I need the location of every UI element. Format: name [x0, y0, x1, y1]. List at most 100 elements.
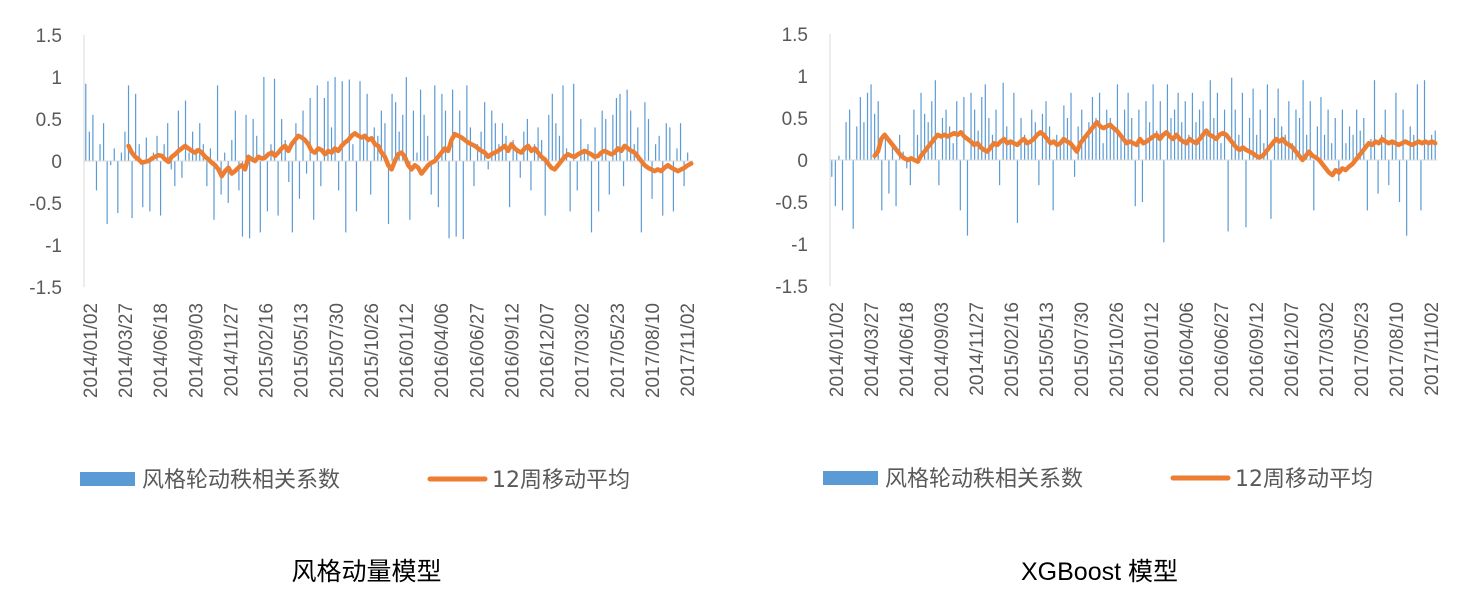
legend: 风格轮动秩相关系数 12周移动平均	[823, 467, 1373, 492]
bar	[1348, 126, 1351, 160]
bar	[941, 118, 944, 160]
bar	[1388, 160, 1390, 186]
bar	[1327, 109, 1329, 160]
bar	[601, 110, 603, 161]
bar	[1373, 80, 1376, 160]
bar	[622, 161, 625, 187]
bar	[1241, 92, 1244, 160]
bar	[345, 161, 347, 233]
bar	[530, 161, 532, 191]
bar	[834, 160, 836, 207]
bar	[224, 152, 226, 161]
bar	[619, 93, 621, 161]
y-tick-label: -0.5	[29, 194, 62, 215]
bar	[909, 160, 911, 186]
bar	[924, 113, 926, 160]
x-tick-label: 2017/03/02	[1317, 302, 1338, 397]
bar	[462, 161, 464, 240]
bar	[1266, 84, 1268, 160]
bar	[683, 161, 685, 187]
chart-panel-left: 1.5 1 0.5 0 -0.5 -1 -1.5 2014/01/02 2014/03/27 20…	[0, 0, 733, 603]
bar	[277, 161, 279, 216]
bar	[252, 119, 254, 161]
legend-swatch-bar	[823, 471, 878, 485]
bar	[476, 144, 479, 161]
bar	[949, 126, 951, 160]
bar	[1352, 134, 1354, 160]
bar	[516, 148, 518, 161]
bar	[1431, 134, 1433, 160]
bar	[1152, 84, 1154, 160]
bar	[273, 78, 276, 161]
bar	[102, 123, 105, 161]
bar	[501, 123, 504, 161]
bar	[1113, 130, 1115, 160]
bar	[1073, 160, 1076, 177]
bar	[1252, 88, 1254, 160]
bar	[916, 134, 919, 160]
bar	[473, 161, 475, 187]
bar	[1141, 160, 1144, 202]
bar	[1041, 113, 1044, 160]
bar	[352, 144, 354, 161]
bar	[384, 123, 386, 161]
bar	[1309, 101, 1311, 160]
bar	[245, 114, 247, 161]
bar	[845, 122, 847, 160]
bar	[323, 98, 325, 161]
bar	[249, 161, 251, 239]
bar	[305, 161, 308, 174]
x-tick-label: 2016/04/06	[1177, 302, 1198, 397]
chart-caption: XGBoost 模型	[1021, 558, 1178, 586]
bar	[1016, 160, 1019, 223]
bar	[298, 161, 301, 199]
x-tick-label: 2016/12/07	[538, 303, 559, 398]
x-tick-label: 2014/09/03	[932, 302, 953, 397]
y-tick-label: 1.5	[782, 25, 808, 46]
bar	[380, 110, 382, 161]
bar	[1116, 84, 1119, 160]
bar	[537, 127, 539, 161]
x-tick-label: 2014/03/27	[862, 302, 883, 397]
bar	[881, 160, 883, 211]
bar	[266, 161, 269, 212]
bar	[291, 161, 293, 233]
bar	[455, 161, 457, 237]
moving-average-line	[126, 131, 694, 179]
bar	[1406, 160, 1408, 236]
bar	[1056, 134, 1058, 160]
bar	[156, 135, 158, 161]
bar	[1009, 143, 1011, 160]
x-tick-label: 2016/06/27	[1212, 302, 1233, 397]
bar	[231, 140, 233, 161]
bar	[612, 114, 614, 161]
y-tick-label: 1	[51, 68, 62, 89]
bar	[655, 144, 657, 161]
bar	[316, 85, 318, 161]
bar	[899, 134, 901, 160]
bar	[330, 127, 333, 161]
bar	[209, 148, 212, 161]
bar	[341, 81, 343, 161]
y-tick-label: 0	[797, 151, 808, 172]
bar	[402, 114, 404, 161]
bar	[359, 81, 361, 161]
bar	[952, 143, 954, 160]
x-tick-label: 2014/11/27	[222, 303, 243, 397]
bar	[309, 98, 311, 161]
bar	[206, 161, 208, 187]
bar	[391, 93, 393, 161]
bar	[1038, 160, 1040, 186]
y-tick-label: 0	[51, 152, 62, 173]
bar	[870, 84, 872, 160]
bar	[1420, 160, 1422, 211]
legend-label-bar: 风格轮动秩相关系数	[885, 467, 1083, 492]
x-tick-label: 2014/09/03	[186, 303, 207, 398]
bar	[1070, 92, 1072, 160]
bar	[117, 161, 119, 214]
bar	[884, 134, 886, 160]
bar	[170, 161, 172, 170]
y-axis: 1.5 1 0.5 0 -0.5 -1 -1.5	[29, 26, 62, 299]
bar	[494, 123, 496, 161]
bar	[931, 101, 933, 160]
